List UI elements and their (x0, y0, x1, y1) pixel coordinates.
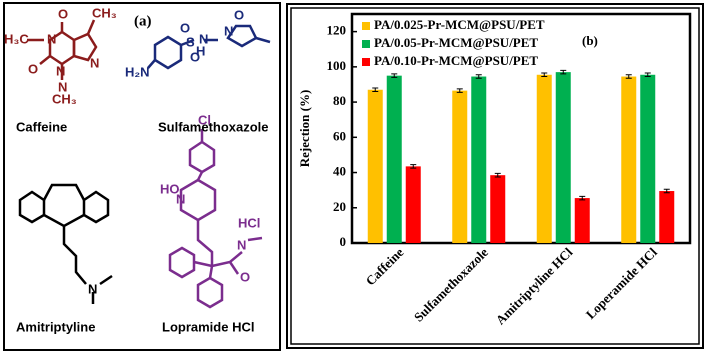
lopramide-structure (168, 129, 263, 309)
bar (621, 76, 637, 244)
atom-label: N (58, 79, 67, 94)
atom-label: O (28, 61, 38, 76)
y-tick-label: 20 (333, 199, 346, 214)
atom-label: O (190, 49, 200, 64)
legend-label: PA/0.10-Pr-MCM@PSU/PET (374, 53, 538, 68)
structure-name: Lopramide HCl (162, 319, 254, 334)
legend-label: PA/0.05-Pr-MCM@PSU/PET (374, 35, 538, 50)
x-tick-label: Caffeine (363, 244, 407, 288)
error-bar (625, 74, 632, 79)
error-bar (560, 69, 567, 75)
sulfamethoxazole-structure (147, 24, 271, 70)
bar (490, 175, 506, 243)
y-tick-label: 40 (333, 164, 346, 179)
error-bar (541, 72, 548, 78)
bar (471, 76, 487, 244)
amitriptyline-structure (18, 183, 113, 304)
atom-label: N (237, 237, 246, 252)
legend-swatch (362, 58, 370, 66)
bar (659, 191, 675, 243)
atom-label: O (180, 20, 190, 35)
error-bar (475, 74, 482, 79)
bar (536, 74, 552, 244)
bar (367, 89, 383, 243)
bar (574, 198, 590, 243)
bar (555, 72, 571, 243)
legend-swatch (362, 40, 370, 48)
atom-label: H (196, 43, 205, 58)
caffeine-structure (27, 19, 98, 80)
atom-label: S (186, 34, 195, 49)
y-tick-label: 60 (333, 128, 346, 143)
bar (405, 166, 421, 243)
panel-b-frame (286, 3, 704, 349)
plot: 0 20 40 60 80 100 120 Rejection (%) (b) Caffeine S… (297, 12, 692, 327)
legend-swatch (362, 22, 370, 30)
x-tick-label: Amitriptyline HCl (493, 244, 576, 327)
atom-label: N (90, 55, 99, 70)
atom-label: N (56, 63, 65, 78)
atom-label: O (234, 7, 244, 22)
error-bar (644, 72, 651, 78)
atom-label: HCl (238, 215, 260, 230)
bar (452, 90, 468, 243)
atom-label: CH₃ (52, 91, 77, 106)
atom-label: HO (160, 181, 180, 196)
panel-label: (a) (134, 13, 152, 29)
atom-label: O (58, 6, 68, 21)
error-bar (391, 73, 398, 78)
x-tick-label: Loperamide HCl (583, 244, 661, 322)
error-bar (663, 188, 670, 194)
atom-label: N (88, 281, 97, 296)
atom-label: O (240, 269, 250, 284)
legend-label: PA/0.025-Pr-MCM@PSU/PET (374, 17, 545, 32)
error-bar (579, 195, 586, 201)
atom-label: H₂N (125, 64, 150, 79)
error-bar (494, 172, 501, 178)
structure-name: Sulfamethoxazole (158, 119, 269, 134)
error-bar (456, 88, 463, 93)
y-axis-label: Rejection (%) (297, 90, 312, 168)
atom-label: CH₃ (92, 5, 117, 20)
atom-label: N (176, 191, 185, 206)
y-tick-label: 0 (340, 234, 347, 249)
structure-name: Caffeine (16, 119, 67, 134)
atom-label: N (199, 31, 208, 46)
annotation: (b) (582, 33, 598, 48)
y-tick-label: 80 (333, 93, 346, 108)
bar (386, 75, 402, 244)
atom-label: H₃C (4, 31, 29, 46)
structure-name: Amitriptyline (16, 319, 95, 334)
error-bar (410, 164, 417, 169)
error-bar (372, 87, 379, 93)
panel-b-inner-frame (290, 7, 700, 345)
y-tick-label: 120 (327, 23, 347, 38)
bar (640, 74, 656, 244)
atom-label: N (47, 31, 56, 46)
y-tick-label: 100 (327, 58, 347, 73)
panel-a-frame (3, 2, 281, 351)
atom-label: Cl (198, 112, 211, 127)
atom-label: N (224, 23, 233, 38)
x-tick-label: Sulfamethoxazole (411, 244, 491, 324)
plot-frame (350, 12, 692, 245)
